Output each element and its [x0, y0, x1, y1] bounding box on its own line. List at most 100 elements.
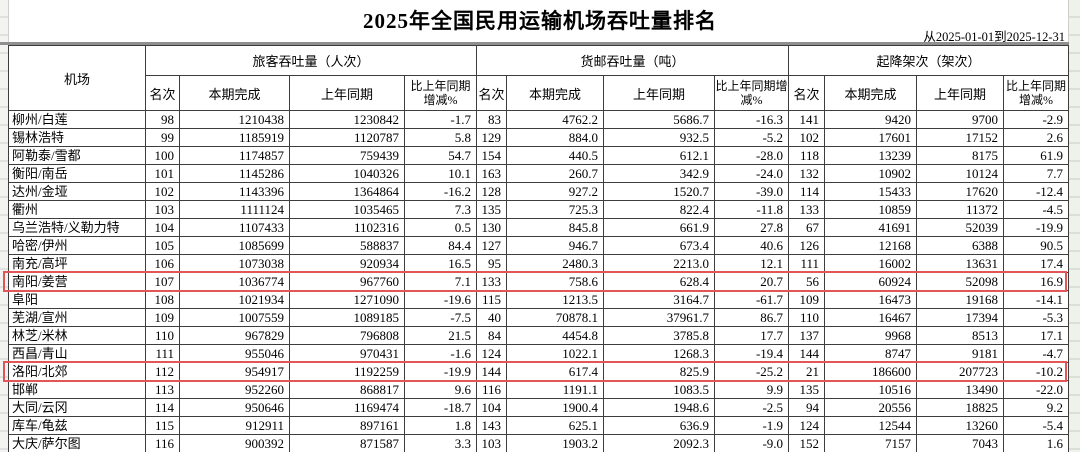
- value-cell: 1230842: [289, 110, 405, 129]
- value-cell: -19.9: [403, 362, 478, 381]
- value-cell: 103: [145, 200, 180, 219]
- value-cell: 16467: [824, 308, 918, 327]
- table-row: 大同/云冈 114 950646 1169474 -18.7 104 1900.4 1948.…: [8, 398, 1070, 417]
- value-cell: 825.9: [603, 362, 716, 381]
- value-cell: 1021934: [179, 290, 290, 309]
- header-prev-year: 上年同期: [289, 75, 405, 111]
- table-row: 西昌/青山 111 955046 970431 -1.6 124 1022.1 1268.3-…: [8, 344, 1070, 363]
- value-cell: 86.7: [714, 308, 790, 327]
- value-cell: 845.8: [506, 218, 605, 237]
- table-row: 柳州/白莲 98 1210438 1230842 -1.7 83 4762.2 5686.7-…: [8, 110, 1070, 129]
- value-cell: 1107433: [179, 218, 290, 237]
- airport-name-cell: 衢州: [8, 200, 146, 219]
- value-cell: 954917: [179, 362, 290, 381]
- airport-name-cell: 南充/高坪: [8, 254, 146, 273]
- value-cell: 127: [476, 236, 508, 255]
- table-row: 衢州 103 1111124 1035465 7.3 135 725.3 822.4 -11.8…: [8, 200, 1070, 219]
- value-cell: 112: [145, 362, 180, 381]
- value-cell: 10859: [824, 200, 918, 219]
- value-cell: 95: [476, 254, 508, 273]
- value-cell: -16.2: [403, 182, 478, 201]
- value-cell: 186600: [824, 362, 918, 381]
- value-cell: 967760: [289, 272, 405, 291]
- value-cell: 1073038: [179, 254, 290, 273]
- value-cell: 102: [788, 128, 826, 147]
- date-range: 从2025-01-01到2025-12-31: [923, 30, 1065, 44]
- table-row: 达州/金垭 102 1143396 1364864 -16.2 128 927.2 1520.…: [8, 182, 1070, 201]
- value-cell: 106: [145, 254, 180, 273]
- value-cell: 109: [788, 290, 826, 309]
- airport-name-cell: 林芝/米林: [8, 326, 146, 345]
- value-cell: 15433: [824, 182, 918, 201]
- header-group-passenger: 旅客吞吐量（人次）: [144, 45, 478, 76]
- value-cell: 67: [788, 218, 826, 237]
- value-cell: 932.5: [603, 128, 716, 147]
- value-cell: 9.2: [1003, 398, 1070, 417]
- value-cell: 17.1: [1003, 326, 1070, 345]
- value-cell: 725.3: [506, 200, 605, 219]
- value-cell: 52098: [916, 272, 1005, 291]
- value-cell: 1022.1: [506, 344, 605, 363]
- airport-name-cell: 阿勒泰/雪都: [8, 146, 146, 165]
- value-cell: 37961.7: [603, 308, 716, 327]
- value-cell: 625.1: [506, 416, 605, 435]
- value-cell: 673.4: [603, 236, 716, 255]
- value-cell: 124: [476, 344, 508, 363]
- value-cell: 52039: [916, 218, 1005, 237]
- value-cell: 83: [476, 110, 508, 129]
- value-cell: 758.6: [506, 272, 605, 291]
- value-cell: 9700: [916, 110, 1005, 129]
- value-cell: 115: [476, 290, 508, 309]
- airport-name-cell: 阜阳: [8, 290, 146, 309]
- airport-name-cell: 大庆/萨尔图: [8, 434, 146, 452]
- value-cell: 1900.4: [506, 398, 605, 417]
- value-cell: 13260: [916, 416, 1005, 435]
- value-cell: 884.0: [506, 128, 605, 147]
- value-cell: 1143396: [179, 182, 290, 201]
- value-cell: 1271090: [289, 290, 405, 309]
- value-cell: -19.6: [403, 290, 478, 309]
- group-header-row: 机场 旅客吞吐量（人次） 货邮吞吐量（吨） 起降架次（架次）: [8, 45, 1070, 111]
- value-cell: 10124: [916, 164, 1005, 183]
- airport-name-cell: 库车/龟兹: [8, 416, 146, 435]
- value-cell: 19168: [916, 290, 1005, 309]
- header-rank: 名次: [476, 75, 508, 111]
- table-row: 阿勒泰/雪都 100 1174857 759439 54.7 154 440.5 612.1-…: [8, 146, 1070, 165]
- value-cell: 60924: [824, 272, 918, 291]
- table-row: 锡林浩特 99 1185919 1120787 5.8 129 884.0 932.5 -5.2…: [8, 128, 1070, 147]
- value-cell: 1174857: [179, 146, 290, 165]
- value-cell: 84.4: [403, 236, 478, 255]
- value-cell: 9.9: [714, 380, 790, 399]
- airport-name-cell: 邯郸: [8, 380, 146, 399]
- header-prev-year: 上年同期: [916, 75, 1005, 111]
- value-cell: 912911: [179, 416, 290, 435]
- value-cell: 17.7: [714, 326, 790, 345]
- value-cell: 2.6: [1003, 128, 1070, 147]
- value-cell: 98: [145, 110, 180, 129]
- value-cell: 141: [788, 110, 826, 129]
- value-cell: 70878.1: [506, 308, 605, 327]
- value-cell: -18.7: [403, 398, 478, 417]
- value-cell: 1268.3: [603, 344, 716, 363]
- value-cell: -24.0: [714, 164, 790, 183]
- header-yoy-change: 比上年同期增减%: [403, 75, 478, 111]
- value-cell: 12544: [824, 416, 918, 435]
- header-rank: 名次: [788, 75, 826, 111]
- value-cell: 7043: [916, 434, 1005, 452]
- value-cell: 1036774: [179, 272, 290, 291]
- value-cell: 955046: [179, 344, 290, 363]
- value-cell: -2.9: [1003, 110, 1070, 129]
- airport-name-cell: 哈密/伊州: [8, 236, 146, 255]
- value-cell: 260.7: [506, 164, 605, 183]
- value-cell: 6388: [916, 236, 1005, 255]
- value-cell: 137: [788, 326, 826, 345]
- table-top-rule: [0, 42, 1069, 45]
- value-cell: 114: [145, 398, 180, 417]
- value-cell: 759439: [289, 146, 405, 165]
- value-cell: 13631: [916, 254, 1005, 273]
- value-cell: 111: [145, 344, 180, 363]
- table-row: 邯郸 113 952260 868817 9.6 116 1191.1 1083.5 9.9 13…: [8, 380, 1070, 399]
- value-cell: 27.8: [714, 218, 790, 237]
- header-current: 本期完成: [506, 75, 605, 111]
- table-row: 芜湖/宣州 109 1007559 1089185 -7.5 40 70878.1 37961…: [8, 308, 1070, 327]
